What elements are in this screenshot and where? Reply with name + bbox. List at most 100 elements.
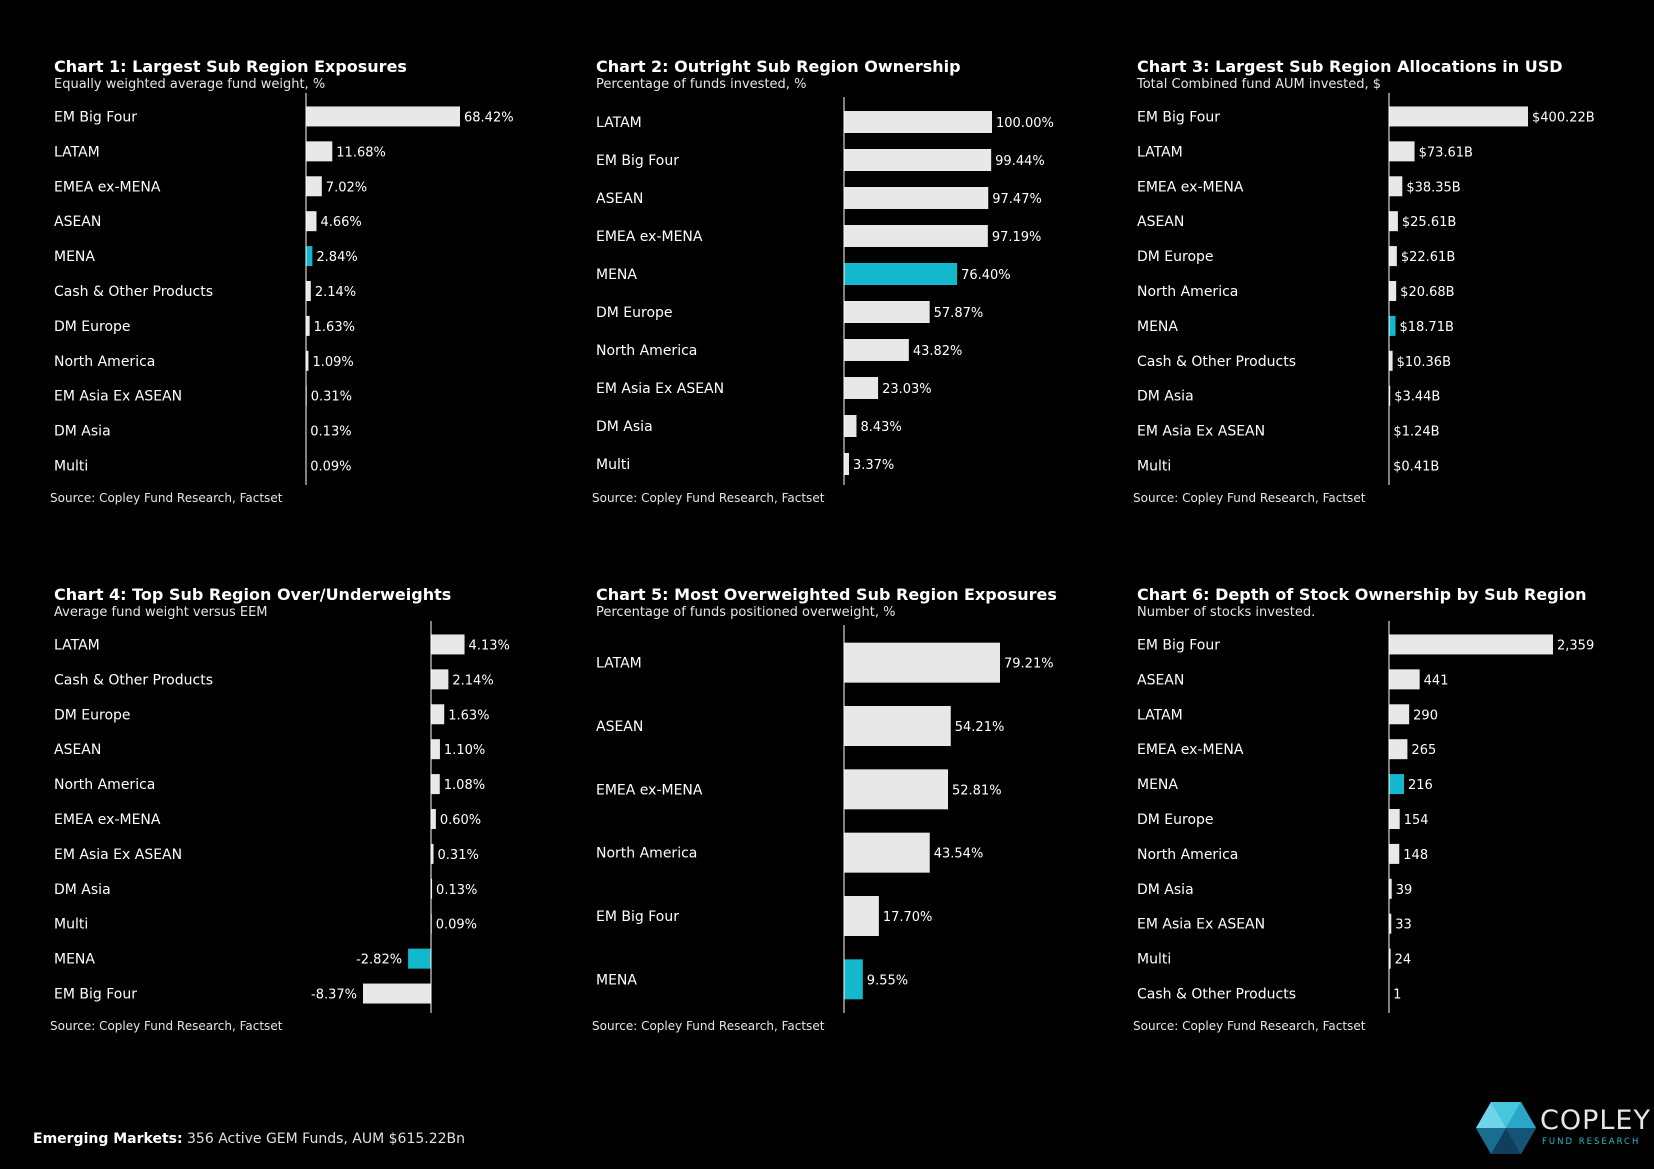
data-label: 0.09%: [436, 918, 477, 933]
bar: [1389, 704, 1410, 725]
category-label: EMEA ex-MENA: [54, 179, 161, 195]
data-label: 0.13%: [310, 425, 351, 440]
bar: [844, 453, 849, 475]
category-label: DM Europe: [596, 305, 673, 321]
bar: [1389, 281, 1397, 301]
category-label: EM Big Four: [54, 109, 137, 125]
category-label: EM Asia Ex ASEAN: [596, 381, 724, 397]
data-label: 4.13%: [469, 638, 510, 653]
chart-source: Source: Copley Fund Research, Factset: [1133, 491, 1366, 505]
chart-subtitle: Average fund weight versus EEM: [54, 605, 268, 620]
category-label: EMEA ex-MENA: [1137, 179, 1244, 195]
data-label: 0.09%: [310, 460, 351, 475]
bar: [431, 809, 436, 829]
bar: [1389, 809, 1400, 829]
data-label: $25.61B: [1402, 215, 1456, 230]
data-label: 1.10%: [444, 743, 485, 758]
bar: [1389, 774, 1405, 795]
data-label: 148: [1403, 848, 1428, 863]
bar: [431, 774, 440, 795]
bar: [306, 176, 322, 197]
bar: [844, 415, 857, 437]
category-label: Cash & Other Products: [1137, 987, 1296, 1003]
bar: [844, 706, 951, 746]
category-label: Multi: [54, 459, 88, 475]
category-label: DM Europe: [54, 319, 131, 335]
category-label: ASEAN: [54, 742, 101, 758]
bar: [1389, 106, 1528, 127]
category-label: MENA: [54, 952, 95, 968]
category-label: EM Asia Ex ASEAN: [54, 847, 182, 863]
bar: [844, 225, 988, 247]
bar: [431, 669, 449, 690]
data-label: 0.31%: [438, 848, 479, 863]
data-label: 33: [1395, 918, 1412, 933]
category-label: ASEAN: [596, 191, 643, 207]
bar: [1389, 669, 1420, 690]
category-label: LATAM: [596, 115, 642, 131]
data-label: 76.40%: [961, 268, 1011, 283]
data-label: 0.31%: [311, 390, 352, 405]
bar: [306, 315, 310, 336]
category-label: ASEAN: [1137, 672, 1184, 688]
data-label: 97.47%: [992, 192, 1042, 207]
category-label: LATAM: [54, 144, 100, 160]
bar-chart-svg: LATAM 100.00% EM Big Four 99.44% ASEAN 97.47%…: [596, 97, 1054, 485]
data-label: 2.14%: [315, 285, 356, 300]
bar: [431, 843, 434, 864]
data-label: 1.08%: [444, 778, 485, 793]
bar: [431, 878, 433, 899]
bar: [844, 959, 863, 1000]
data-label: $38.35B: [1406, 180, 1460, 195]
category-label: EM Asia Ex ASEAN: [1137, 917, 1265, 933]
footer-label: Emerging Markets:: [33, 1131, 183, 1147]
data-label: 97.19%: [992, 230, 1042, 245]
bar: [844, 187, 989, 209]
bar: [1389, 246, 1397, 267]
chart-title: Chart 1: Largest Sub Region Exposures: [54, 57, 407, 76]
data-label: 39: [1396, 883, 1413, 898]
category-label: MENA: [596, 267, 637, 283]
data-label: 154: [1404, 813, 1429, 828]
category-label: ASEAN: [1137, 214, 1184, 230]
category-label: ASEAN: [54, 214, 101, 230]
bar: [844, 301, 930, 323]
category-label: EMEA ex-MENA: [596, 782, 703, 798]
bar: [1389, 385, 1391, 406]
data-label: 57.87%: [934, 306, 984, 321]
bar: [431, 704, 445, 725]
category-label: MENA: [596, 972, 637, 988]
category-label: DM Asia: [596, 419, 653, 435]
category-label: EM Big Four: [596, 153, 679, 169]
footer-text: 356 Active GEM Funds, AUM $615.22Bn: [182, 1131, 466, 1147]
data-label: 9.55%: [867, 973, 908, 988]
data-label: $18.71B: [1399, 320, 1453, 335]
chart-source: Source: Copley Fund Research, Factset: [1133, 1019, 1366, 1033]
chart-panel-3: Chart 3: Largest Sub Region Allocations …: [1133, 57, 1637, 527]
data-label: $0.41B: [1393, 460, 1439, 475]
data-label: 1.63%: [448, 708, 489, 723]
data-label: $73.61B: [1419, 145, 1473, 160]
data-label: 290: [1413, 708, 1438, 723]
bar: [306, 350, 309, 371]
data-label: 68.42%: [464, 110, 514, 125]
bar: [1389, 878, 1392, 899]
category-label: MENA: [1137, 319, 1178, 335]
data-label: 43.54%: [934, 847, 984, 862]
category-label: Cash & Other Products: [1137, 354, 1296, 370]
category-label: MENA: [1137, 777, 1178, 793]
category-label: EM Big Four: [1137, 637, 1220, 653]
data-label: $400.22B: [1532, 110, 1595, 125]
category-label: Cash & Other Products: [54, 284, 213, 300]
data-label: 99.44%: [995, 154, 1045, 169]
data-label: 79.21%: [1004, 657, 1054, 672]
logo-wordmark: COPLEY: [1540, 1105, 1651, 1136]
bar: [844, 263, 958, 285]
chart-source: Source: Copley Fund Research, Factset: [50, 1019, 283, 1033]
data-label: 0.60%: [440, 813, 481, 828]
category-label: North America: [1137, 284, 1238, 300]
category-label: DM Asia: [1137, 389, 1194, 405]
chart-subtitle: Number of stocks invested.: [1137, 605, 1316, 620]
bar: [1389, 843, 1400, 864]
chart-title: Chart 5: Most Overweighted Sub Region Ex…: [596, 585, 1057, 604]
